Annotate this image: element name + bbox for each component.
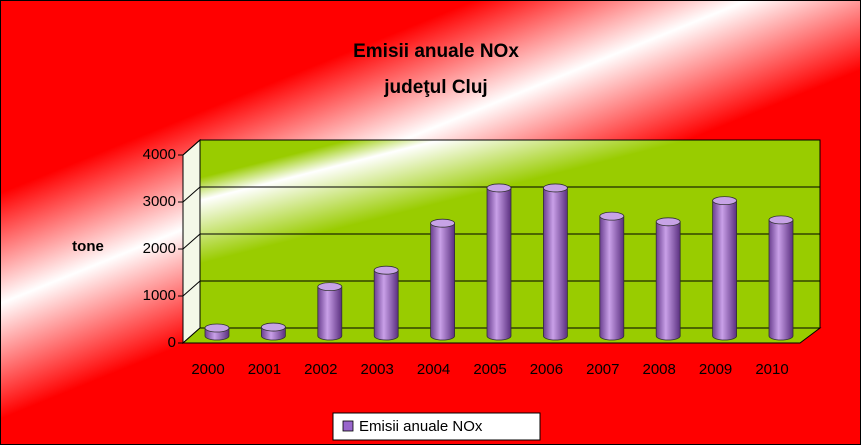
bar xyxy=(768,219,794,341)
y-tick-label: 3000 xyxy=(143,193,176,210)
x-tick-label: 2001 xyxy=(248,361,281,378)
bar-top xyxy=(768,215,794,225)
x-tick-label: 2003 xyxy=(361,361,394,378)
bar xyxy=(599,215,625,341)
bar-top xyxy=(655,217,681,227)
bar xyxy=(317,286,343,341)
bar xyxy=(373,269,399,341)
grid-line xyxy=(182,186,820,203)
bar xyxy=(655,221,681,341)
y-tick-label: 1000 xyxy=(143,287,176,304)
bar-top xyxy=(486,183,512,193)
bar xyxy=(543,187,568,341)
bar xyxy=(712,200,737,341)
x-tick-label: 2002 xyxy=(304,361,337,378)
y-axis-label: tone xyxy=(72,238,104,255)
x-tick-label: 2008 xyxy=(643,361,676,378)
y-tick-label: 2000 xyxy=(143,240,176,257)
x-tick-label: 2010 xyxy=(755,361,788,378)
x-tick-label: 2000 xyxy=(191,361,224,378)
y-tick-label: 4000 xyxy=(143,146,176,163)
x-tick-label: 2006 xyxy=(530,361,563,378)
bar-top xyxy=(599,211,625,221)
x-tick-label: 2005 xyxy=(473,361,506,378)
grid-line xyxy=(182,139,820,156)
chart-title: Emisii anuale NOx xyxy=(353,41,519,62)
bar-top xyxy=(543,183,568,193)
legend-swatch xyxy=(342,420,354,432)
bar-top xyxy=(430,218,456,228)
x-tick-label: 2007 xyxy=(586,361,619,378)
legend-label: Emisii anuale NOx xyxy=(359,418,483,435)
chart-subtitle: judeţul Cluj xyxy=(383,77,487,98)
bar-top xyxy=(260,322,286,332)
bar-top xyxy=(204,323,230,333)
bar-top xyxy=(373,265,399,275)
y-tick-label: 0 xyxy=(168,334,176,351)
legend xyxy=(332,412,541,441)
bar xyxy=(486,187,512,341)
x-tick-label: 2004 xyxy=(417,361,450,378)
bar-top xyxy=(712,196,737,206)
x-tick-label: 2009 xyxy=(699,361,732,378)
bar xyxy=(430,222,455,341)
bar-top xyxy=(317,282,343,292)
